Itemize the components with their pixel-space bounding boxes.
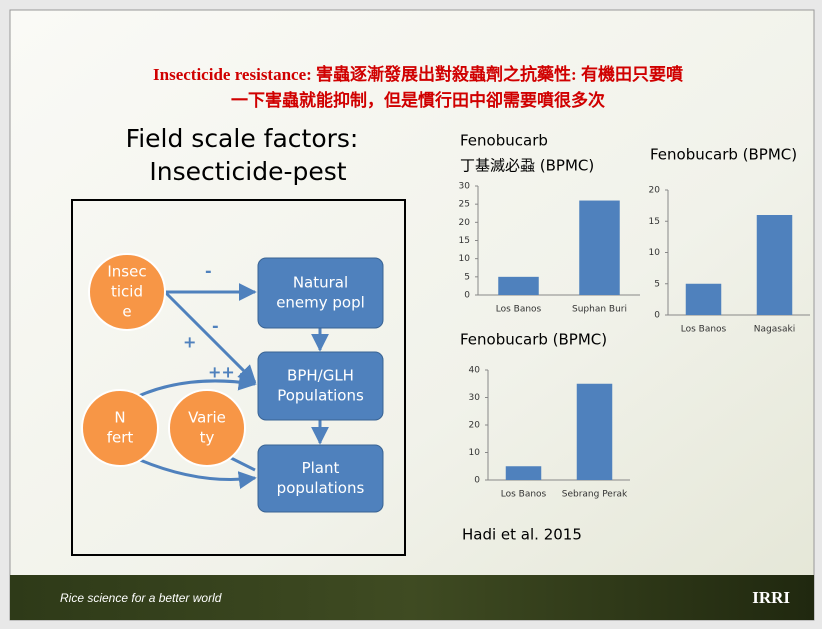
node-label: e [122, 303, 131, 321]
node-label: populations [277, 479, 365, 497]
title: Insecticide resistance: 害蟲逐漸發展出對殺蟲劑之抗藥性:… [153, 64, 683, 84]
x-tick-label: Nagasaki [754, 325, 795, 335]
edge-label: ++ [208, 363, 235, 382]
x-tick-label: Suphan Buri [572, 305, 627, 315]
node-label: Plant [302, 459, 340, 477]
y-tick-label: 5 [654, 279, 660, 289]
chart-subtitle: 丁基滅必蝨 (BPMC) [460, 157, 594, 175]
logo: IRRI [752, 588, 790, 607]
citation: Hadi et al. 2015 [462, 526, 582, 544]
node-label: ticid [111, 283, 143, 301]
node-label: Natural [293, 274, 348, 292]
y-tick-label: 10 [459, 254, 471, 264]
y-tick-label: 20 [459, 218, 471, 228]
node-label: N [114, 409, 125, 427]
node-label: ty [200, 429, 215, 447]
node-label: enemy popl [276, 294, 365, 312]
y-tick-label: 10 [469, 448, 481, 458]
node-label: fert [107, 429, 134, 447]
bar [757, 215, 793, 315]
chart-title: Fenobucarb (BPMC) [460, 331, 607, 349]
bar [577, 384, 613, 480]
y-tick-label: 15 [459, 236, 470, 246]
slide: Rice science for a better world IRRI Ins… [0, 0, 822, 629]
node-label: Populations [277, 387, 364, 405]
chart-title: Fenobucarb (BPMC) [650, 146, 797, 164]
y-tick-label: 0 [654, 311, 660, 321]
edge-label: - [205, 262, 212, 281]
heading: Insecticide-pest [149, 157, 346, 186]
chart-title: Fenobucarb [460, 132, 548, 150]
y-tick-label: 0 [464, 291, 470, 301]
bar [506, 466, 542, 480]
edge-label: - [212, 317, 219, 336]
footer-text: Rice science for a better world [60, 591, 222, 605]
x-tick-label: Los Banos [496, 305, 542, 315]
y-tick-label: 0 [474, 476, 480, 486]
node-label: Varie [188, 409, 226, 427]
y-tick-label: 20 [469, 421, 481, 431]
y-tick-label: 30 [469, 393, 481, 403]
node-label: Insec [107, 263, 146, 281]
edge-label: + [183, 333, 196, 352]
node-label: BPH/GLH [287, 367, 354, 385]
y-tick-label: 40 [469, 366, 481, 376]
page: Rice science for a better world IRRI Ins… [0, 0, 822, 629]
bar [579, 201, 620, 295]
x-tick-label: Los Banos [681, 325, 727, 335]
y-tick-label: 25 [459, 200, 470, 210]
y-tick-label: 15 [649, 217, 660, 227]
bar [686, 284, 722, 315]
y-tick-label: 5 [464, 272, 470, 282]
title: 一下害蟲就能抑制，但是慣行田中卻需要噴很多次 [231, 90, 605, 110]
x-tick-label: Los Banos [501, 490, 547, 500]
y-tick-label: 20 [649, 186, 661, 196]
heading: Field scale factors: [126, 124, 359, 153]
bar [498, 277, 539, 295]
x-tick-label: Sebrang Perak [562, 490, 628, 500]
y-tick-label: 30 [459, 182, 471, 192]
y-tick-label: 10 [649, 248, 661, 258]
